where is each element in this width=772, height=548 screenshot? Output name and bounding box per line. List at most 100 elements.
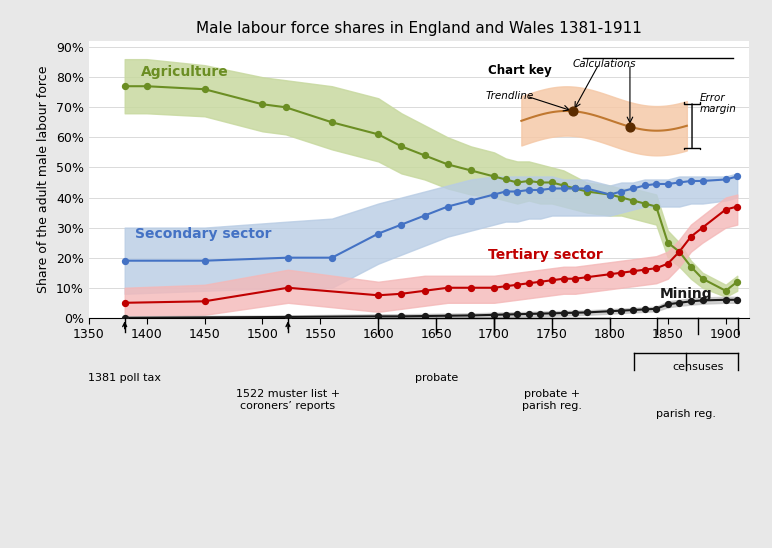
Point — [141, 82, 153, 90]
Point — [465, 283, 477, 292]
Point — [638, 199, 651, 208]
Point — [731, 172, 743, 181]
Point — [256, 100, 269, 109]
Point — [615, 187, 628, 196]
Text: Calculations: Calculations — [573, 59, 637, 69]
Point — [499, 310, 512, 319]
Point — [604, 190, 616, 199]
Point — [615, 306, 628, 315]
Point — [546, 309, 558, 318]
Point — [557, 275, 570, 283]
Point — [627, 267, 639, 276]
Point — [685, 262, 697, 271]
Point — [731, 202, 743, 211]
Text: Secondary sector: Secondary sector — [135, 227, 272, 241]
Point — [567, 107, 579, 116]
Point — [662, 259, 674, 268]
Point — [442, 202, 454, 211]
Point — [118, 82, 130, 90]
Point — [546, 184, 558, 193]
Text: Agriculture: Agriculture — [141, 65, 229, 79]
Point — [731, 277, 743, 286]
Point — [326, 118, 338, 127]
Point — [604, 190, 616, 199]
Point — [326, 253, 338, 262]
Point — [511, 310, 523, 318]
Point — [442, 311, 454, 320]
Point — [418, 211, 431, 220]
Point — [465, 166, 477, 175]
Point — [662, 238, 674, 247]
Point — [638, 265, 651, 274]
Y-axis label: Share of the adult male labour force: Share of the adult male labour force — [37, 66, 50, 293]
Point — [685, 297, 697, 306]
Point — [685, 176, 697, 185]
Point — [395, 289, 408, 298]
Point — [511, 187, 523, 196]
Point — [488, 190, 500, 199]
Point — [650, 305, 662, 313]
Point — [442, 160, 454, 169]
Point — [282, 253, 294, 262]
Point — [488, 283, 500, 292]
Point — [546, 178, 558, 187]
Point — [569, 275, 581, 283]
Point — [557, 181, 570, 190]
Point — [673, 178, 686, 187]
Point — [198, 297, 211, 306]
Point — [627, 306, 639, 315]
Point — [523, 310, 535, 318]
Point — [581, 184, 593, 193]
Point — [534, 178, 547, 187]
Point — [696, 176, 709, 185]
Text: probate +
parish reg.: probate + parish reg. — [522, 389, 582, 411]
Point — [418, 287, 431, 295]
Text: Chart key: Chart key — [488, 64, 551, 77]
Point — [650, 264, 662, 272]
Point — [624, 122, 636, 131]
Point — [499, 282, 512, 290]
Point — [395, 220, 408, 229]
Point — [569, 184, 581, 193]
Point — [638, 181, 651, 190]
Point — [118, 256, 130, 265]
Point — [615, 193, 628, 202]
Point — [731, 295, 743, 304]
Point — [557, 184, 570, 193]
Point — [569, 184, 581, 193]
Point — [279, 103, 292, 112]
Point — [662, 180, 674, 189]
Point — [198, 256, 211, 265]
Point — [696, 223, 709, 232]
Title: Male labour force shares in England and Wales 1381-1911: Male labour force shares in England and … — [196, 21, 642, 36]
Point — [511, 178, 523, 187]
Point — [673, 299, 686, 307]
Text: 1522 muster list +
coroners’ reports: 1522 muster list + coroners’ reports — [236, 389, 340, 411]
Point — [523, 279, 535, 288]
Text: 1381 poll tax: 1381 poll tax — [88, 373, 161, 383]
Point — [720, 295, 732, 304]
Point — [627, 184, 639, 193]
Text: Error
margin: Error margin — [699, 93, 736, 115]
Point — [569, 309, 581, 317]
Point — [372, 312, 384, 321]
Point — [523, 176, 535, 185]
Point — [534, 186, 547, 195]
Point — [604, 270, 616, 278]
Point — [581, 187, 593, 196]
Point — [523, 186, 535, 195]
Point — [418, 151, 431, 160]
Point — [442, 283, 454, 292]
Point — [488, 311, 500, 319]
Point — [720, 287, 732, 295]
Point — [534, 277, 547, 286]
Point — [638, 305, 651, 314]
Point — [511, 281, 523, 289]
Point — [557, 309, 570, 317]
Point — [696, 275, 709, 283]
Point — [395, 142, 408, 151]
Point — [488, 172, 500, 181]
Point — [581, 273, 593, 282]
Point — [720, 175, 732, 184]
Point — [395, 312, 408, 321]
